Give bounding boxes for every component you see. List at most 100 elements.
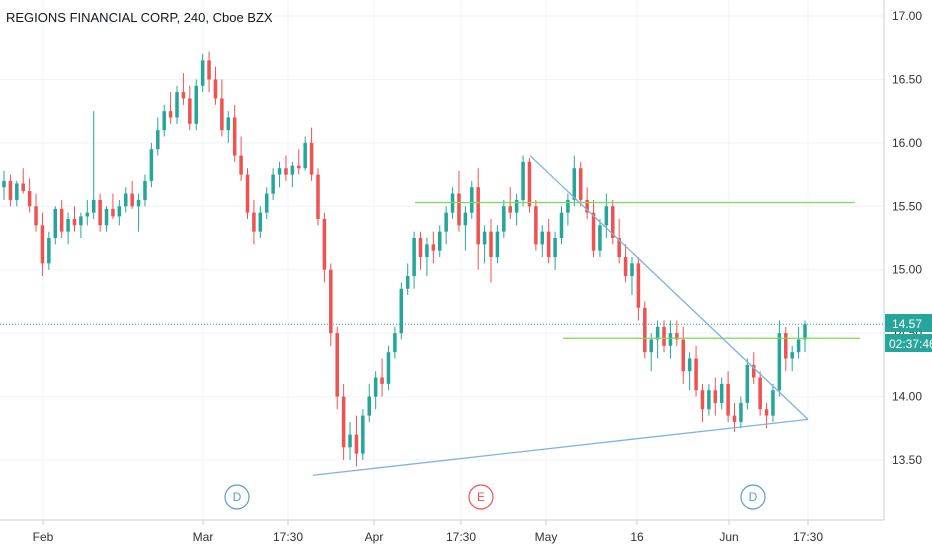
candle (431, 231, 436, 264)
candle (213, 66, 218, 105)
drawings (0, 155, 884, 476)
candle (623, 244, 628, 283)
candle (40, 212, 45, 277)
candle (117, 199, 122, 226)
candle (437, 225, 442, 258)
candle (66, 212, 70, 245)
candle (476, 168, 480, 270)
candle (21, 168, 25, 194)
candle (739, 396, 743, 429)
candle (790, 345, 794, 372)
candle (284, 155, 288, 181)
candle (168, 92, 173, 124)
candle (713, 377, 718, 416)
candle (540, 225, 545, 258)
countdown-label: 02:37:46 (889, 337, 932, 351)
candle (604, 193, 609, 238)
candle (425, 238, 429, 277)
candle (59, 199, 64, 238)
time-tick-label: 16 (630, 530, 644, 544)
candle (15, 180, 19, 207)
candle (354, 415, 359, 467)
candle (47, 231, 51, 270)
candle (297, 149, 301, 175)
candle (258, 206, 263, 238)
candle (181, 73, 186, 105)
candle (162, 104, 166, 137)
candle (348, 421, 352, 460)
svg-text:D: D (233, 490, 242, 504)
candle (85, 199, 90, 226)
dividend-marker[interactable]: D (740, 484, 766, 510)
candle (675, 320, 679, 346)
price-tick-label: 13.50 (892, 453, 922, 467)
candle (514, 193, 519, 226)
candle (694, 345, 698, 397)
candle (239, 136, 243, 181)
candle (534, 199, 538, 251)
grid (0, 0, 884, 520)
time-tick-label: 17:30 (793, 530, 823, 544)
candle (220, 79, 224, 137)
candle (341, 383, 346, 460)
price-tick-label: 14.00 (892, 390, 922, 404)
candle (277, 161, 282, 188)
candle (598, 218, 602, 258)
price-tick-label: 15.50 (892, 199, 922, 213)
candle (111, 193, 115, 219)
candle (393, 326, 397, 359)
candle (489, 218, 493, 283)
time-tick-label: Feb (33, 530, 54, 544)
candle (482, 225, 487, 264)
price-tick-label: 17.00 (892, 9, 922, 23)
candle (303, 136, 307, 171)
time-axis[interactable]: Feb Mar 17:30 Apr 17:30 May 16 Jun 17:30 (33, 520, 824, 544)
candle (194, 79, 199, 131)
candle (373, 371, 378, 410)
candle (329, 263, 333, 346)
price-tick-label: 15.00 (892, 263, 922, 277)
dividend-marker[interactable]: D (224, 484, 250, 510)
trendline-upper[interactable] (529, 155, 809, 420)
last-price-tag: 14.57 02:37:46 (885, 314, 932, 352)
candle (758, 371, 762, 416)
candle (143, 174, 147, 207)
candle (405, 263, 410, 296)
candle (777, 320, 782, 397)
symbol-title: REGIONS FINANCIAL CORP, 240, Cboe BZX (6, 10, 273, 25)
candle (649, 333, 653, 372)
candle (316, 168, 320, 226)
candle (136, 193, 141, 232)
trendline-lower[interactable] (312, 418, 809, 476)
candle (322, 212, 327, 283)
candle (79, 212, 83, 238)
time-tick-label: Mar (193, 530, 214, 544)
candle (617, 218, 621, 264)
candle (91, 111, 96, 219)
candle (796, 326, 801, 359)
candle (123, 187, 128, 213)
candle (636, 257, 641, 321)
candle (502, 199, 506, 238)
candle (578, 161, 583, 207)
candle (630, 257, 634, 296)
candle (745, 358, 750, 410)
candle (527, 158, 532, 213)
candle (2, 170, 6, 200)
candle (207, 51, 211, 93)
earnings-marker[interactable]: E (468, 484, 494, 510)
time-tick-label: Jun (719, 530, 738, 544)
candle (309, 127, 314, 181)
candle (156, 117, 160, 156)
candle (687, 352, 692, 391)
time-tick-label: 17:30 (446, 530, 476, 544)
price-tick-label: 16.50 (892, 72, 922, 86)
candle (553, 231, 557, 270)
candles (2, 51, 807, 467)
candle (566, 193, 570, 226)
candle (662, 320, 666, 353)
